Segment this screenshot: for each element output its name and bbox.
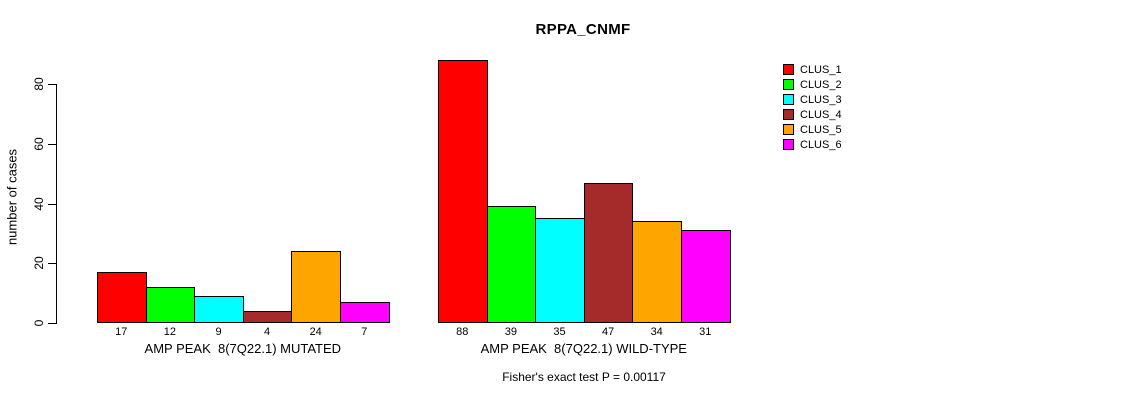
legend-swatch-icon xyxy=(783,79,794,90)
x-group-label-mutated: AMP PEAK 8(7Q22.1) MUTATED xyxy=(144,341,342,356)
y-tick-label: 0 xyxy=(32,319,46,327)
chart-title: RPPA_CNMF xyxy=(535,21,631,38)
legend: CLUS_1 CLUS_2 CLUS_3 CLUS_4 CLUS_5 CLUS_6 xyxy=(783,62,842,152)
bar-clus_3-group0 xyxy=(194,296,244,323)
fisher-test-annotation: Fisher's exact test P = 0.00117 xyxy=(502,370,666,384)
bar-value-label: 39 xyxy=(504,326,518,338)
bar-value-label: 35 xyxy=(553,326,566,338)
bar-value-label: 17 xyxy=(115,326,128,338)
legend-label: CLUS_2 xyxy=(800,78,842,91)
y-tick-mark xyxy=(48,84,56,85)
bar-value-label: 31 xyxy=(699,326,712,338)
legend-entry-clus_6: CLUS_6 xyxy=(783,137,842,152)
bar-clus_2-group1 xyxy=(486,206,537,323)
bar-clus_6-group0 xyxy=(340,302,390,323)
y-tick-label: 60 xyxy=(32,137,46,151)
legend-label: CLUS_3 xyxy=(800,93,842,106)
y-tick-mark xyxy=(48,323,56,324)
y-tick-label: 20 xyxy=(32,256,46,270)
bar-value-label: 7 xyxy=(361,326,368,338)
bar-value-label: 4 xyxy=(264,326,271,338)
y-axis-label: number of cases xyxy=(4,148,20,246)
bar-value-label: 34 xyxy=(650,326,663,338)
bar-value-label: 24 xyxy=(309,326,322,338)
bar-clus_3-group1 xyxy=(535,218,585,323)
bar-clus_6-group1 xyxy=(681,230,731,323)
legend-label: CLUS_6 xyxy=(800,138,842,151)
y-tick-label: 40 xyxy=(32,196,46,211)
bar-clus_1-group1 xyxy=(438,60,488,323)
bar-value-label: 12 xyxy=(163,326,177,338)
y-tick-mark xyxy=(48,203,56,205)
y-tick-mark xyxy=(48,263,56,265)
bar-clus_5-group1 xyxy=(632,221,682,323)
bar-clus_1-group0 xyxy=(97,272,147,323)
legend-entry-clus_3: CLUS_3 xyxy=(783,92,842,107)
legend-entry-clus_2: CLUS_2 xyxy=(783,77,842,92)
bar-clus_2-group0 xyxy=(145,287,196,323)
bar-clus_5-group0 xyxy=(291,251,341,323)
y-tick-label: 80 xyxy=(32,77,46,91)
bar-value-label: 9 xyxy=(215,326,222,338)
bar-value-label: 88 xyxy=(456,326,469,338)
legend-entry-clus_5: CLUS_5 xyxy=(783,122,842,137)
legend-label: CLUS_5 xyxy=(800,123,842,136)
legend-swatch-icon xyxy=(783,139,794,150)
bar-clus_4-group0 xyxy=(242,311,293,323)
bar-value-label: 47 xyxy=(601,326,615,338)
legend-label: CLUS_4 xyxy=(800,108,842,121)
legend-swatch-icon xyxy=(783,124,794,135)
legend-swatch-icon xyxy=(783,64,794,75)
y-tick-mark xyxy=(48,143,56,145)
legend-swatch-icon xyxy=(783,109,794,120)
legend-label: CLUS_1 xyxy=(800,63,842,76)
bar-clus_4-group1 xyxy=(583,183,634,323)
legend-entry-clus_4: CLUS_4 xyxy=(783,107,842,122)
legend-swatch-icon xyxy=(783,94,794,105)
y-axis-line xyxy=(56,84,57,324)
legend-entry-clus_1: CLUS_1 xyxy=(783,62,842,77)
x-group-label-wild-type: AMP PEAK 8(7Q22.1) WILD-TYPE xyxy=(480,341,687,356)
